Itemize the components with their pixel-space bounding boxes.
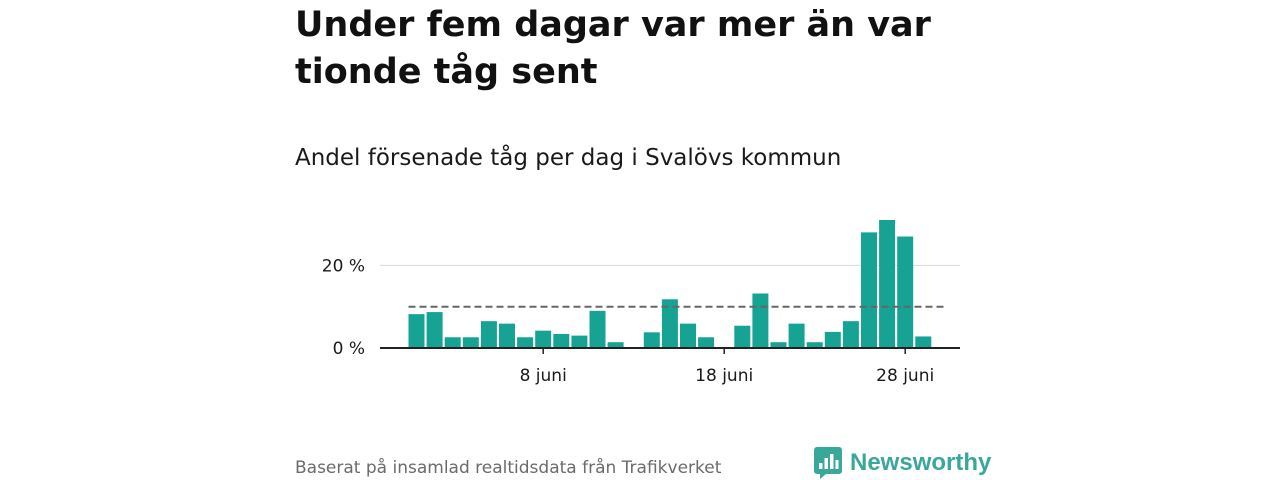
chart-subtitle: Andel försenade tåg per dag i Svalövs ko… xyxy=(295,145,842,171)
bar-chart-logo-icon xyxy=(814,447,842,479)
bar xyxy=(589,310,606,348)
bar xyxy=(535,330,552,348)
bar xyxy=(444,337,461,348)
bar xyxy=(752,293,769,348)
bar xyxy=(824,331,841,348)
bar xyxy=(480,321,497,348)
bar xyxy=(661,299,678,348)
bar xyxy=(607,342,624,348)
bar xyxy=(879,220,896,348)
x-tick-label: 28 juni xyxy=(876,366,934,386)
bar xyxy=(517,337,534,348)
source-note: Baserat på insamlad realtidsdata från Tr… xyxy=(295,458,722,478)
bar xyxy=(698,337,715,348)
bar xyxy=(897,236,914,348)
bar xyxy=(915,336,932,348)
bar xyxy=(408,314,425,348)
brand-name: Newsworthy xyxy=(850,449,992,476)
brand-logo[interactable]: Newsworthy xyxy=(814,447,991,479)
bar xyxy=(462,337,479,348)
chart-headline: Under fem dagar var mer än var tionde tå… xyxy=(295,5,931,92)
bar xyxy=(553,333,570,348)
bar xyxy=(806,342,823,348)
bar xyxy=(734,325,751,348)
x-tick-label: 8 juni xyxy=(520,366,567,386)
x-tick-label: 18 juni xyxy=(695,366,753,386)
bar xyxy=(788,323,805,348)
y-tick-label: 20 % xyxy=(322,256,365,276)
bar xyxy=(571,335,588,348)
bar xyxy=(426,312,443,348)
bar xyxy=(842,321,859,348)
bar xyxy=(861,232,877,348)
bar xyxy=(499,323,515,348)
bar xyxy=(643,332,660,348)
y-tick-label: 0 % xyxy=(333,339,365,359)
bar xyxy=(770,342,787,348)
bar xyxy=(680,323,696,348)
